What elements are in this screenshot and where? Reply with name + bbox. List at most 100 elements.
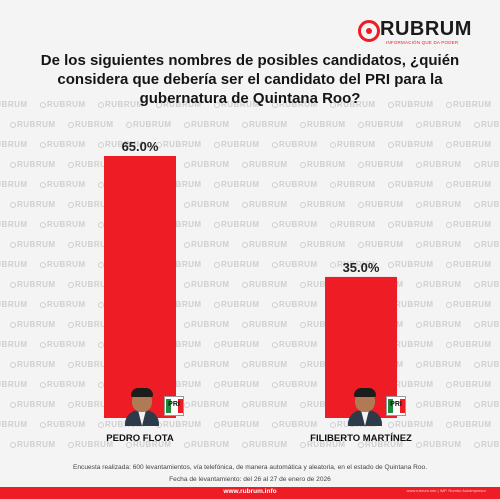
watermark-text: RUBRUM bbox=[330, 180, 376, 189]
watermark-text: RUBRUM bbox=[0, 380, 28, 389]
watermark-text: RUBRUM bbox=[10, 160, 56, 169]
watermark-text: RUBRUM bbox=[358, 160, 404, 169]
data-label-1: 65.0% bbox=[122, 139, 159, 154]
watermark-text: RUBRUM bbox=[184, 240, 230, 249]
watermark-text: RUBRUM bbox=[330, 260, 376, 269]
watermark-text: RUBRUM bbox=[184, 400, 230, 409]
watermark-text: RUBRUM bbox=[416, 160, 462, 169]
watermark-text: RUBRUM bbox=[156, 140, 202, 149]
watermark-text: RUBRUM bbox=[68, 120, 114, 129]
watermark-text: RUBRUM bbox=[40, 220, 86, 229]
watermark-text: RUBRUM bbox=[10, 240, 56, 249]
category-label-1: PEDRO FLOTA bbox=[106, 433, 174, 444]
watermark-text: RUBRUM bbox=[272, 260, 318, 269]
watermark-text: RUBRUM bbox=[40, 300, 86, 309]
survey-dates: Fecha de levantamiento: del 26 al 27 de … bbox=[169, 476, 331, 483]
watermark-text: RUBRUM bbox=[242, 400, 288, 409]
watermark-text: RUBRUM bbox=[474, 320, 500, 329]
watermark-text: RUBRUM bbox=[156, 220, 202, 229]
watermark-text: RUBRUM bbox=[446, 420, 492, 429]
watermark-text: RUBRUM bbox=[0, 260, 28, 269]
watermark-text: RUBRUM bbox=[446, 100, 492, 109]
watermark-text: RUBRUM bbox=[330, 140, 376, 149]
watermark-text: RUBRUM bbox=[10, 120, 56, 129]
watermark-text: RUBRUM bbox=[214, 380, 260, 389]
watermark-text: RUBRUM bbox=[156, 180, 202, 189]
pri-logo-icon: PRI bbox=[164, 396, 184, 416]
watermark-text: RUBRUM bbox=[242, 240, 288, 249]
watermark-text: RUBRUM bbox=[416, 200, 462, 209]
watermark-text: RUBRUM bbox=[0, 420, 28, 429]
watermark-text: RUBRUM bbox=[184, 440, 230, 449]
watermark-text: RUBRUM bbox=[272, 100, 318, 109]
watermark-text: RUBRUM bbox=[40, 420, 86, 429]
watermark-text: RUBRUM bbox=[0, 220, 28, 229]
watermark-text: RUBRUM bbox=[446, 300, 492, 309]
watermark-text: RUBRUM bbox=[184, 280, 230, 289]
watermark-text: RUBRUM bbox=[68, 160, 114, 169]
bar-1 bbox=[104, 156, 176, 418]
website-link[interactable]: www.rubrum.info bbox=[223, 488, 277, 495]
watermark-text: RUBRUM bbox=[416, 280, 462, 289]
watermark-text: RUBRUM bbox=[68, 400, 114, 409]
watermark-text: RUBRUM bbox=[98, 100, 144, 109]
watermark-text: RUBRUM bbox=[184, 160, 230, 169]
watermark-text: RUBRUM bbox=[98, 420, 144, 429]
watermark-text: RUBRUM bbox=[0, 300, 28, 309]
party-abbr: PRI bbox=[390, 401, 402, 408]
watermark-text: RUBRUM bbox=[40, 100, 86, 109]
watermark-text: RUBRUM bbox=[446, 180, 492, 189]
watermark-text: RUBRUM bbox=[184, 200, 230, 209]
footer-bar: www.rubrum.info bbox=[0, 487, 500, 499]
watermark-text: RUBRUM bbox=[272, 140, 318, 149]
hair-shape bbox=[354, 388, 376, 397]
watermark-text: RUBRUM bbox=[68, 200, 114, 209]
watermark-text: RUBRUM bbox=[330, 100, 376, 109]
party-abbr: PRI bbox=[168, 401, 180, 408]
candidate-photo-filiberto-martinez bbox=[345, 388, 385, 426]
watermark-text: RUBRUM bbox=[272, 420, 318, 429]
watermark-text: RUBRUM bbox=[474, 120, 500, 129]
watermark-text: RUBRUM bbox=[184, 120, 230, 129]
watermark-text: RUBRUM bbox=[214, 300, 260, 309]
watermark-text: RUBRUM bbox=[184, 320, 230, 329]
watermark-text: RUBRUM bbox=[214, 260, 260, 269]
watermark-text: RUBRUM bbox=[388, 140, 434, 149]
watermark-text: RUBRUM bbox=[10, 200, 56, 209]
watermark-text: RUBRUM bbox=[184, 360, 230, 369]
watermark-text: RUBRUM bbox=[40, 180, 86, 189]
watermark-text: RUBRUM bbox=[300, 440, 346, 449]
watermark-text: RUBRUM bbox=[300, 200, 346, 209]
watermark-text: RUBRUM bbox=[388, 100, 434, 109]
watermark-text: RUBRUM bbox=[156, 300, 202, 309]
watermark-text: RUBRUM bbox=[272, 380, 318, 389]
watermark-text: RUBRUM bbox=[300, 120, 346, 129]
watermark-text: RUBRUM bbox=[156, 380, 202, 389]
watermark-text: RUBRUM bbox=[272, 300, 318, 309]
shirt-shape bbox=[361, 410, 369, 426]
watermark-text: RUBRUM bbox=[68, 240, 114, 249]
watermark-text: RUBRUM bbox=[330, 220, 376, 229]
watermark-text: RUBRUM bbox=[416, 440, 462, 449]
watermark-text: RUBRUM bbox=[416, 360, 462, 369]
watermark-text: RUBRUM bbox=[10, 400, 56, 409]
watermark-text: RUBRUM bbox=[68, 360, 114, 369]
pri-logo-icon: PRI bbox=[386, 396, 406, 416]
watermark-text: RUBRUM bbox=[446, 340, 492, 349]
watermark-text: RUBRUM bbox=[474, 240, 500, 249]
watermark-text: RUBRUM bbox=[214, 220, 260, 229]
watermark-text: RUBRUM bbox=[388, 340, 434, 349]
watermark-text: RUBRUM bbox=[40, 260, 86, 269]
watermark-text: RUBRUM bbox=[0, 140, 28, 149]
watermark-text: RUBRUM bbox=[0, 340, 28, 349]
watermark-text: RUBRUM bbox=[98, 140, 144, 149]
data-label-2: 35.0% bbox=[343, 260, 380, 275]
watermark-text: RUBRUM bbox=[474, 160, 500, 169]
watermark-text: RUBRUM bbox=[68, 320, 114, 329]
watermark-text: RUBRUM bbox=[242, 280, 288, 289]
watermark-text: RUBRUM bbox=[446, 220, 492, 229]
watermark-text: RUBRUM bbox=[388, 220, 434, 229]
watermark-text: RUBRUM bbox=[388, 380, 434, 389]
category-label-2: FILIBERTO MARTÍNEZ bbox=[310, 433, 412, 444]
watermark-text: RUBRUM bbox=[388, 300, 434, 309]
